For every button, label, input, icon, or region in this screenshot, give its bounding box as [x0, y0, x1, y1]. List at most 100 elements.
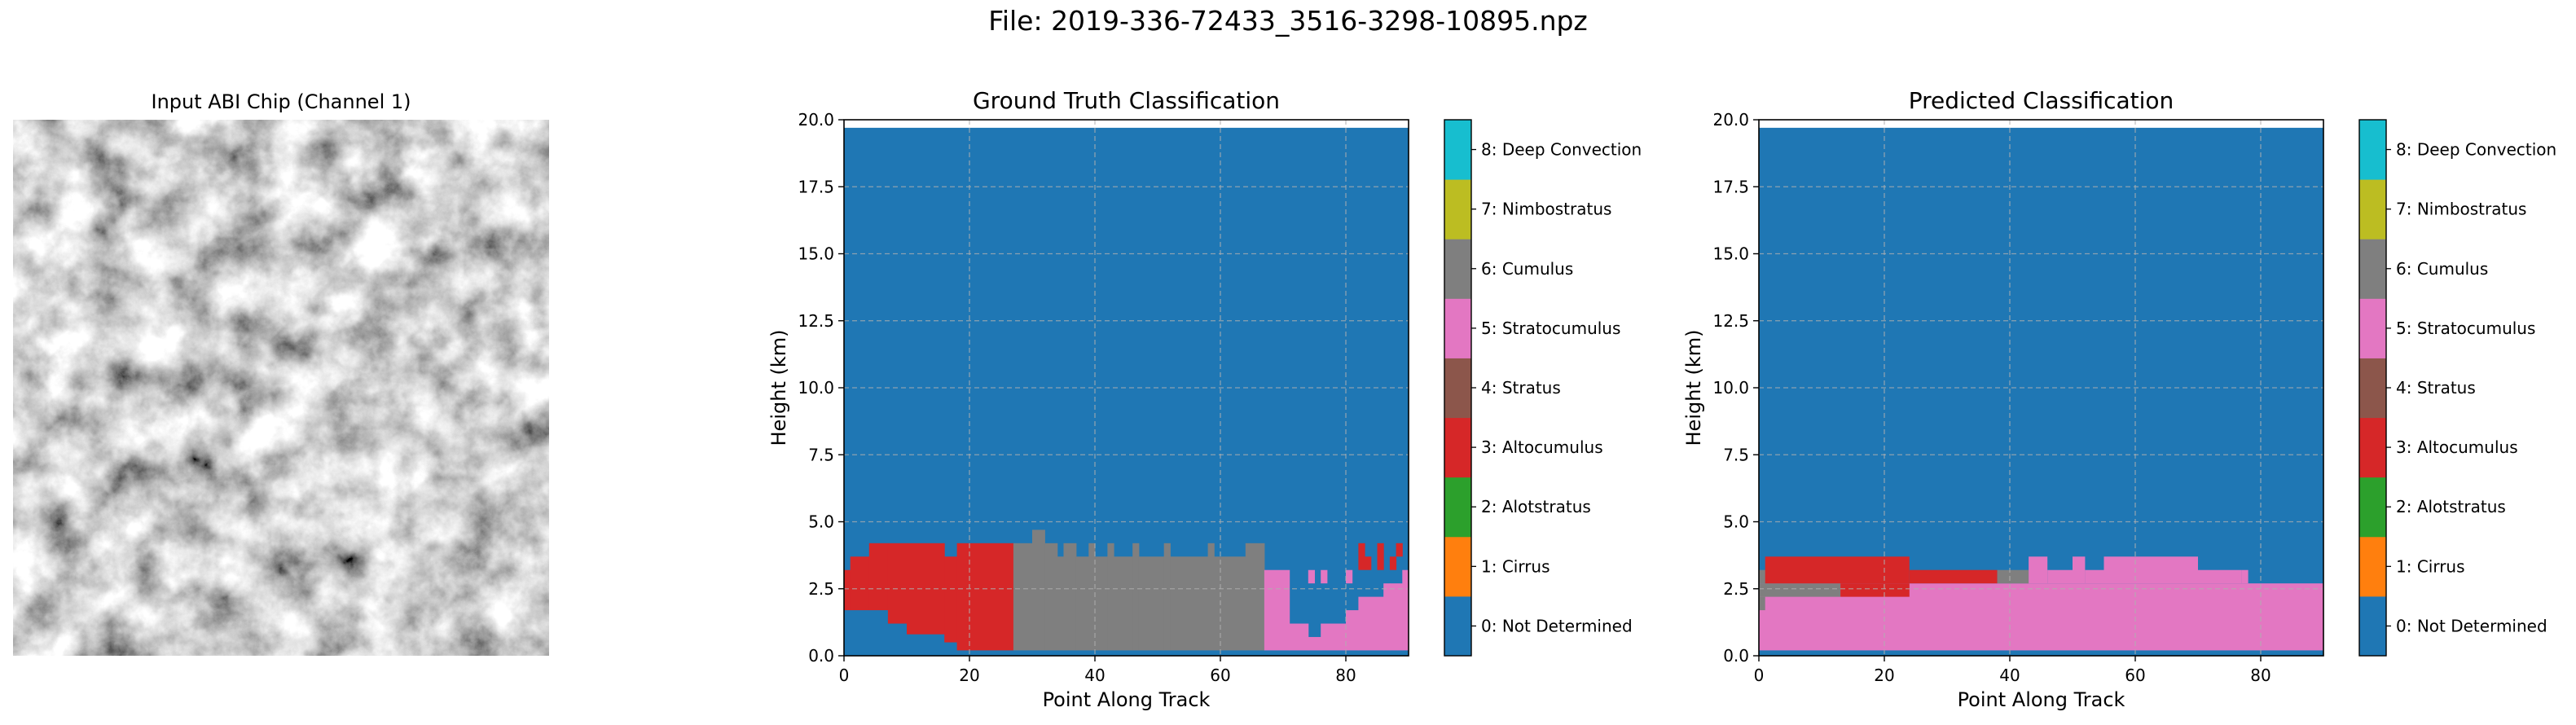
colorbar-label: 7: Nimbostratus	[2396, 200, 2526, 219]
heatmap-cell	[1170, 556, 1209, 651]
heatmap-cell	[844, 569, 851, 611]
colorbar-segment	[1444, 120, 1471, 180]
heatmap-cell	[1358, 596, 1384, 651]
heatmap-cell	[2103, 556, 2198, 584]
heatmap-cell	[1057, 556, 1064, 651]
heatmap-cell	[2229, 569, 2242, 584]
ground-truth-panel: 0 20 40 60 80 0.0 2.5 5.0 7.5 10.0 12.5 15.0 17.5 20.…	[767, 87, 1642, 711]
heatmap-cell	[2073, 556, 2086, 584]
x-axis-label: Point Along Track	[1958, 688, 2125, 711]
heatmap-cell	[1759, 596, 1765, 611]
heatmap-cell	[1365, 556, 1372, 570]
colorbar-label: 5: Stratocumulus	[2396, 319, 2535, 338]
colorbar-segment	[1444, 358, 1471, 419]
chip-title: Input ABI Chip (Channel 1)	[151, 90, 411, 113]
figure-title: File: 2019-336-72433_3516-3298-10895.npz	[988, 5, 1588, 37]
heatmap-cell	[1909, 569, 1998, 584]
heatmap-cell	[1389, 583, 1403, 651]
x-tick-label: 0	[839, 666, 850, 685]
colorbar-segment	[1444, 536, 1471, 597]
colorbar-segment	[1444, 417, 1471, 478]
heatmap-cell	[1383, 583, 1391, 651]
colorbar-label: 6: Cumulus	[1481, 259, 1573, 279]
heatmap-cell	[2029, 556, 2048, 584]
heatmap-cell	[1214, 556, 1246, 651]
colorbar-segment	[1444, 477, 1471, 538]
colorbar-segment	[2359, 120, 2386, 180]
heatmap-cell	[1358, 543, 1365, 570]
heatmap-cell	[1308, 569, 1315, 584]
y-tick-label: 15.0	[1712, 244, 1749, 264]
chart-title: Predicted Classification	[1909, 87, 2174, 114]
heatmap-cell	[1346, 610, 1359, 651]
y-tick-label: 2.5	[1723, 579, 1749, 599]
colorbar-label: 1: Cirrus	[2396, 556, 2465, 576]
heatmap-cell	[1264, 569, 1290, 651]
colorbar-label: 1: Cirrus	[1481, 556, 1550, 576]
heatmap-cell	[1402, 569, 1409, 651]
y-tick-label: 12.5	[798, 311, 834, 331]
heatmap-cell	[1396, 543, 1403, 557]
x-tick-label: 60	[1210, 666, 1230, 685]
heatmap-empty-band	[844, 120, 1409, 128]
predicted-panel: 0 20 40 60 80 0.0 2.5 5.0 7.5 10.0 12.5 15.0 17.5 20.…	[1682, 87, 2556, 711]
colorbar-segment	[1444, 298, 1471, 358]
y-tick-label: 0.0	[1723, 646, 1749, 666]
colorbar-segment	[1444, 239, 1471, 299]
y-tick-label: 15.0	[798, 244, 834, 264]
colorbar-segment	[2359, 298, 2386, 358]
heatmap-cell	[1163, 543, 1171, 651]
heatmap-cell	[956, 543, 1014, 651]
x-tick-label: 60	[2125, 666, 2145, 685]
y-tick-label: 20.0	[798, 110, 834, 130]
heatmap-cell	[1138, 556, 1165, 651]
y-tick-label: 10.0	[798, 378, 834, 398]
colorbar-segment	[2359, 417, 2386, 478]
colorbar-segment	[2359, 239, 2386, 299]
colorbar-segment	[2359, 179, 2386, 239]
y-tick-label: 10.0	[1712, 378, 1749, 398]
y-tick-label: 5.0	[1723, 512, 1749, 532]
heatmap-cell	[850, 556, 870, 611]
heatmap-cell	[944, 556, 958, 643]
heatmap-cell	[1289, 623, 1309, 651]
colorbar-label: 0: Not Determined	[1481, 616, 1633, 635]
abi-chip-image	[13, 120, 549, 656]
heatmap-cell	[1063, 543, 1077, 651]
x-tick-label: 40	[1084, 666, 1105, 685]
y-tick-label: 17.5	[1712, 177, 1749, 196]
heatmap-cell	[1075, 556, 1089, 651]
colorbar-segment	[1444, 595, 1471, 657]
colorbar-label: 3: Altocumulus	[2396, 437, 2518, 457]
heatmap-cell	[1013, 543, 1033, 651]
colorbar-label: 2: Alotstratus	[2396, 497, 2506, 516]
colorbar-frame	[1444, 119, 1472, 657]
chart-title: Ground Truth Classification	[973, 87, 1280, 114]
colorbar-label: 2: Alotstratus	[1481, 497, 1591, 516]
y-tick-label: 12.5	[1712, 311, 1749, 331]
colorbar-label: 0: Not Determined	[2396, 616, 2547, 635]
colorbar-segment	[2359, 595, 2386, 657]
y-tick-label: 2.5	[808, 579, 834, 599]
heatmap-cell	[1321, 569, 1328, 584]
heatmap-cell	[1095, 556, 1108, 651]
x-tick-label: 80	[1335, 666, 1356, 685]
heatmap-cell	[1840, 583, 1910, 597]
colorbar-label: 6: Cumulus	[2396, 259, 2488, 279]
heatmap-cell	[868, 543, 889, 611]
heatmap-cell	[1759, 583, 1841, 597]
x-tick-label: 80	[2250, 666, 2270, 685]
x-tick-label: 40	[1999, 666, 2020, 685]
heatmap-cell	[1107, 543, 1114, 651]
y-tick-label: 0.0	[808, 646, 834, 666]
heatmap-cell	[1114, 556, 1133, 651]
heatmap-cell	[2198, 569, 2230, 584]
x-tick-label: 20	[959, 666, 979, 685]
heatmap-cell	[1308, 636, 1321, 651]
colorbar-segment	[1444, 179, 1471, 239]
heatmap-cell	[2241, 569, 2249, 584]
heatmap-cell	[1245, 543, 1265, 651]
heatmap-cell	[1997, 569, 2029, 584]
y-tick-label: 7.5	[1723, 445, 1749, 464]
